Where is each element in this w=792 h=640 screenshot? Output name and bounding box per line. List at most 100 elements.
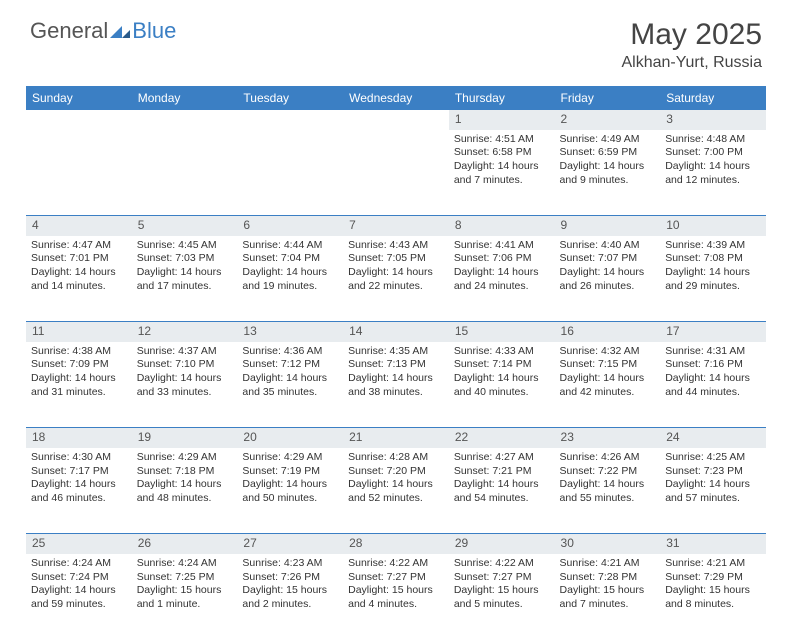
daylight-line: Daylight: 15 hours and 4 minutes. xyxy=(348,584,444,611)
day-details-row: Sunrise: 4:38 AMSunset: 7:09 PMDaylight:… xyxy=(26,342,766,428)
sunset-line: Sunset: 7:29 PM xyxy=(665,571,761,585)
sunrise-line: Sunrise: 4:49 AM xyxy=(560,133,656,147)
daylight-line: Daylight: 14 hours and 42 minutes. xyxy=(560,372,656,399)
day-number: 10 xyxy=(660,216,766,236)
day-number: 18 xyxy=(26,428,132,448)
day-number: 4 xyxy=(26,216,132,236)
day-number: 6 xyxy=(237,216,343,236)
day-details-row: Sunrise: 4:51 AMSunset: 6:58 PMDaylight:… xyxy=(26,130,766,216)
sunrise-line: Sunrise: 4:48 AM xyxy=(665,133,761,147)
daylight-line: Daylight: 15 hours and 5 minutes. xyxy=(454,584,550,611)
weekday-header: Friday xyxy=(555,86,661,110)
day-number: 28 xyxy=(343,534,449,554)
day-number: 2 xyxy=(555,110,661,130)
sunset-line: Sunset: 6:58 PM xyxy=(454,146,550,160)
sunset-line: Sunset: 7:16 PM xyxy=(665,358,761,372)
sunset-line: Sunset: 7:07 PM xyxy=(560,252,656,266)
day-cell: Sunrise: 4:25 AMSunset: 7:23 PMDaylight:… xyxy=(660,448,766,534)
daylight-line: Daylight: 14 hours and 55 minutes. xyxy=(560,478,656,505)
day-number: 27 xyxy=(237,534,343,554)
calendar-table: SundayMondayTuesdayWednesdayThursdayFrid… xyxy=(26,86,766,640)
day-number-row: 18192021222324 xyxy=(26,428,766,448)
sunset-line: Sunset: 7:25 PM xyxy=(137,571,233,585)
sunset-line: Sunset: 7:21 PM xyxy=(454,465,550,479)
day-number: 30 xyxy=(555,534,661,554)
sunrise-line: Sunrise: 4:24 AM xyxy=(31,557,127,571)
day-cell: Sunrise: 4:28 AMSunset: 7:20 PMDaylight:… xyxy=(343,448,449,534)
day-cell: Sunrise: 4:22 AMSunset: 7:27 PMDaylight:… xyxy=(343,554,449,640)
sunrise-line: Sunrise: 4:22 AM xyxy=(454,557,550,571)
day-cell: Sunrise: 4:49 AMSunset: 6:59 PMDaylight:… xyxy=(555,130,661,216)
sunrise-line: Sunrise: 4:32 AM xyxy=(560,345,656,359)
sunset-line: Sunset: 6:59 PM xyxy=(560,146,656,160)
sunset-line: Sunset: 7:26 PM xyxy=(242,571,338,585)
sunrise-line: Sunrise: 4:38 AM xyxy=(31,345,127,359)
day-cell: Sunrise: 4:30 AMSunset: 7:17 PMDaylight:… xyxy=(26,448,132,534)
day-number: 1 xyxy=(449,110,555,130)
daylight-line: Daylight: 14 hours and 50 minutes. xyxy=(242,478,338,505)
daylight-line: Daylight: 14 hours and 35 minutes. xyxy=(242,372,338,399)
day-cell: Sunrise: 4:21 AMSunset: 7:28 PMDaylight:… xyxy=(555,554,661,640)
day-number: 26 xyxy=(132,534,238,554)
sunrise-line: Sunrise: 4:33 AM xyxy=(454,345,550,359)
sunrise-line: Sunrise: 4:45 AM xyxy=(137,239,233,253)
day-cell: Sunrise: 4:31 AMSunset: 7:16 PMDaylight:… xyxy=(660,342,766,428)
sunset-line: Sunset: 7:04 PM xyxy=(242,252,338,266)
sunrise-line: Sunrise: 4:51 AM xyxy=(454,133,550,147)
day-number xyxy=(343,110,449,130)
weekday-header: Thursday xyxy=(449,86,555,110)
day-number: 9 xyxy=(555,216,661,236)
sunrise-line: Sunrise: 4:29 AM xyxy=(242,451,338,465)
day-cell: Sunrise: 4:37 AMSunset: 7:10 PMDaylight:… xyxy=(132,342,238,428)
day-cell: Sunrise: 4:51 AMSunset: 6:58 PMDaylight:… xyxy=(449,130,555,216)
day-cell: Sunrise: 4:29 AMSunset: 7:19 PMDaylight:… xyxy=(237,448,343,534)
day-number: 3 xyxy=(660,110,766,130)
sunrise-line: Sunrise: 4:44 AM xyxy=(242,239,338,253)
day-cell: Sunrise: 4:36 AMSunset: 7:12 PMDaylight:… xyxy=(237,342,343,428)
day-details-row: Sunrise: 4:24 AMSunset: 7:24 PM Daylight:… xyxy=(26,554,766,640)
day-number: 31 xyxy=(660,534,766,554)
daylight-line: Daylight: 14 hours and 14 minutes. xyxy=(31,266,127,293)
sunset-line: Sunset: 7:24 PM xyxy=(31,571,127,585)
day-number: 20 xyxy=(237,428,343,448)
sunrise-line: Sunrise: 4:39 AM xyxy=(665,239,761,253)
day-number: 7 xyxy=(343,216,449,236)
day-cell: Sunrise: 4:41 AMSunset: 7:06 PMDaylight:… xyxy=(449,236,555,322)
weekday-header: Wednesday xyxy=(343,86,449,110)
weekday-header-row: SundayMondayTuesdayWednesdayThursdayFrid… xyxy=(26,86,766,110)
daylight-line: Daylight: 14 hours and 7 minutes. xyxy=(454,160,550,187)
sunrise-line: Sunrise: 4:35 AM xyxy=(348,345,444,359)
day-number: 19 xyxy=(132,428,238,448)
sunrise-line: Sunrise: 4:30 AM xyxy=(31,451,127,465)
day-number xyxy=(237,110,343,130)
sunset-line: Sunset: 7:18 PM xyxy=(137,465,233,479)
sunset-line: Sunset: 7:13 PM xyxy=(348,358,444,372)
day-number: 15 xyxy=(449,322,555,342)
day-cell: Sunrise: 4:40 AMSunset: 7:07 PMDaylight:… xyxy=(555,236,661,322)
day-cell: Sunrise: 4:29 AMSunset: 7:18 PMDaylight:… xyxy=(132,448,238,534)
sunset-line: Sunset: 7:08 PM xyxy=(665,252,761,266)
sunrise-line: Sunrise: 4:36 AM xyxy=(242,345,338,359)
daylight-line: Daylight: 14 hours and 44 minutes. xyxy=(665,372,761,399)
day-number: 13 xyxy=(237,322,343,342)
sunrise-line: Sunrise: 4:29 AM xyxy=(137,451,233,465)
daylight-line: Daylight: 14 hours and 29 minutes. xyxy=(665,266,761,293)
sunset-line: Sunset: 7:27 PM xyxy=(454,571,550,585)
day-number: 12 xyxy=(132,322,238,342)
day-cell: Sunrise: 4:24 AMSunset: 7:24 PMDaylight:… xyxy=(26,554,132,640)
sunrise-line: Sunrise: 4:28 AM xyxy=(348,451,444,465)
day-number xyxy=(26,110,132,130)
sunset-line: Sunset: 7:19 PM xyxy=(242,465,338,479)
sunset-line: Sunset: 7:28 PM xyxy=(560,571,656,585)
brand-logo: General Blue xyxy=(30,18,176,44)
daylight-line: Daylight: 14 hours and 48 minutes. xyxy=(137,478,233,505)
day-cell: Sunrise: 4:22 AMSunset: 7:27 PMDaylight:… xyxy=(449,554,555,640)
day-cell: Sunrise: 4:44 AMSunset: 7:04 PMDaylight:… xyxy=(237,236,343,322)
daylight-line: Daylight: 15 hours and 1 minute. xyxy=(137,584,233,611)
brand-part2: Blue xyxy=(132,18,176,44)
weekday-header: Monday xyxy=(132,86,238,110)
daylight-line: Daylight: 14 hours and 31 minutes. xyxy=(31,372,127,399)
sunset-line: Sunset: 7:27 PM xyxy=(348,571,444,585)
day-number-row: 25262728293031 xyxy=(26,534,766,554)
day-cell: Sunrise: 4:43 AMSunset: 7:05 PMDaylight:… xyxy=(343,236,449,322)
